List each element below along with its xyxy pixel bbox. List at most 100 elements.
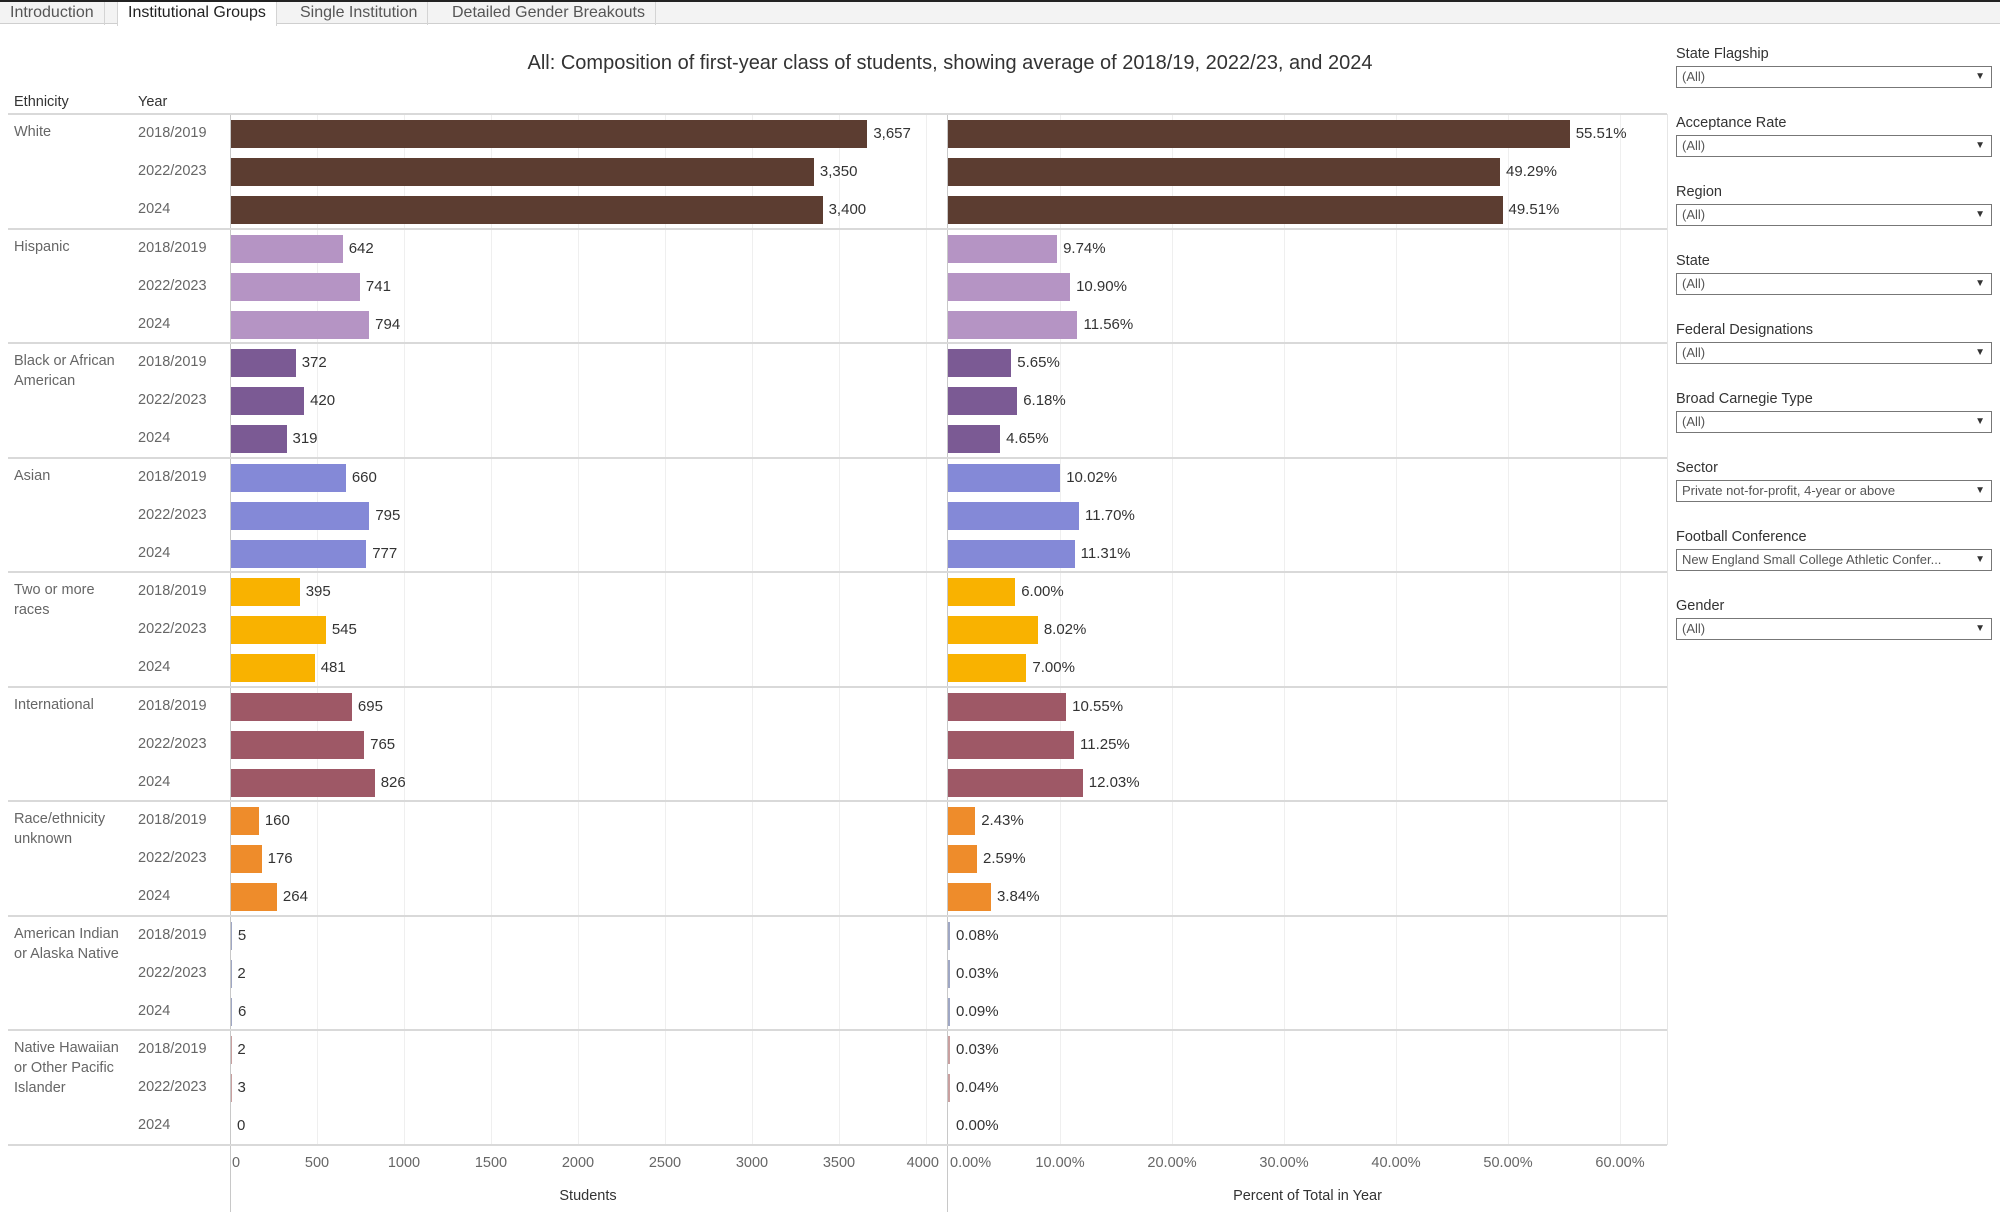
- percent-value-label: 12.03%: [1088, 773, 1140, 791]
- students-tick-label: 4000: [906, 1155, 939, 1171]
- students-bar: [231, 654, 315, 682]
- dropdown-value: (All): [1682, 621, 1706, 636]
- students-bar: [231, 921, 232, 950]
- students-value-label: 795: [375, 506, 401, 524]
- students-value-label: 3,657: [873, 125, 911, 142]
- students-value-label: 372: [301, 354, 327, 371]
- year-header: Year: [138, 94, 168, 110]
- tab-institutional-groups[interactable]: Institutional Groups: [117, 2, 277, 26]
- tab-single-institution[interactable]: Single Institution: [290, 2, 429, 25]
- year-label: 2022/2023: [138, 1079, 207, 1095]
- students-axis-line: [230, 114, 231, 1212]
- sector-dropdown[interactable]: Private not-for-profit, 4-year or above ▼: [1676, 480, 1992, 502]
- percent-bar: [948, 845, 977, 873]
- year-label: 2018/2019: [138, 812, 207, 828]
- header-divider: [8, 113, 1667, 115]
- filter-label: Acceptance Rate: [1676, 115, 1787, 131]
- percent-value-label: 0.04%: [956, 1079, 999, 1096]
- students-value-label: 319: [292, 430, 318, 447]
- filter-state: State (All) ▼: [1676, 251, 1992, 320]
- percent-value-label: 6.00%: [1021, 583, 1064, 600]
- state-dropdown[interactable]: (All) ▼: [1676, 273, 1992, 295]
- ethnicity-label: American Indian or Alaska Native: [14, 925, 119, 962]
- ethnicity-label: White: [14, 124, 52, 140]
- percent-bar: [948, 997, 950, 1026]
- percent-bar: [948, 387, 1018, 415]
- group-divider: [8, 571, 1667, 573]
- students-value-label: 420: [310, 392, 336, 409]
- ethnicity-header: Ethnicity: [14, 94, 69, 110]
- percent-value-label: 49.29%: [1506, 163, 1557, 180]
- percent-bar: [948, 654, 1027, 682]
- gridline: [1060, 114, 1061, 1145]
- percent-bar: [948, 959, 950, 988]
- percent-bar: [948, 578, 1016, 606]
- federal-designations-dropdown[interactable]: (All) ▼: [1676, 342, 1992, 364]
- year-label: 2018/2019: [138, 697, 207, 714]
- year-label: 2018/2019: [138, 354, 207, 370]
- percent-value-label: 10.90%: [1076, 277, 1127, 295]
- gridline: [1620, 114, 1621, 1145]
- students-bar: [231, 196, 823, 224]
- students-value-label: 765: [370, 735, 396, 753]
- caret-down-icon: ▼: [1975, 278, 1985, 289]
- group-divider: [8, 227, 1667, 230]
- ethnicity-label: Asian: [14, 467, 51, 484]
- percent-value-label: 0.09%: [956, 1002, 999, 1020]
- year-label: 2024: [138, 888, 171, 904]
- percent-bar: [948, 272, 1071, 301]
- acceptance-rate-dropdown[interactable]: (All) ▼: [1676, 135, 1992, 157]
- students-tick-label: 2000: [561, 1155, 595, 1171]
- year-label: 2018/2019: [138, 468, 207, 485]
- students-value-label: 826: [380, 773, 406, 791]
- percent-tick-label: 30.00%: [1259, 1155, 1309, 1171]
- group-divider: [8, 914, 1667, 917]
- percent-bar: [948, 349, 1012, 377]
- year-label: 2024: [138, 315, 171, 332]
- percent-bar: [948, 539, 1075, 568]
- dropdown-value: (All): [1682, 138, 1706, 153]
- students-bar: [231, 501, 370, 530]
- students-tick-label: 1500: [474, 1155, 508, 1171]
- year-label: 2022/2023: [138, 277, 207, 294]
- percent-bar: [948, 730, 1074, 759]
- caret-down-icon: ▼: [1975, 347, 1985, 358]
- students-value-label: 6: [238, 1002, 247, 1020]
- filter-label: Football Conference: [1676, 529, 1807, 545]
- percent-bar: [948, 807, 976, 835]
- students-value-label: 3,350: [819, 163, 858, 180]
- gridline: [404, 114, 405, 1145]
- students-bar: [231, 120, 868, 148]
- region-dropdown[interactable]: (All) ▼: [1676, 204, 1992, 226]
- students-value-label: 3,400: [828, 201, 867, 218]
- tab-introduction[interactable]: Introduction: [0, 2, 105, 25]
- students-value-label: 777: [372, 544, 398, 562]
- state-flagship-dropdown[interactable]: (All) ▼: [1676, 66, 1992, 88]
- broad-carnegie-type-dropdown[interactable]: (All) ▼: [1676, 411, 1992, 433]
- group-divider: [8, 685, 1667, 688]
- caret-down-icon: ▼: [1975, 209, 1985, 220]
- percent-bar: [948, 310, 1078, 339]
- tab-detailed-gender-breakouts[interactable]: Detailed Gender Breakouts: [442, 2, 656, 25]
- ethnicity-label: Hispanic: [14, 238, 70, 255]
- filter-label: Broad Carnegie Type: [1676, 391, 1813, 407]
- percent-value-label: 6.18%: [1023, 392, 1066, 409]
- year-label: 2018/2019: [138, 125, 207, 141]
- gridline: [1172, 114, 1173, 1145]
- year-label: 2024: [138, 1002, 171, 1019]
- year-label: 2024: [138, 1117, 171, 1133]
- ethnicity-label: Race/ethnicity unknown: [14, 811, 106, 847]
- gender-dropdown[interactable]: (All) ▼: [1676, 618, 1992, 640]
- filter-label: Federal Designations: [1676, 322, 1814, 338]
- students-bar: [231, 730, 365, 759]
- students-tick-label: 1000: [387, 1155, 421, 1171]
- students-value-label: 176: [267, 850, 293, 867]
- football-conference-dropdown[interactable]: New England Small College Athletic Confe…: [1676, 549, 1992, 571]
- percent-value-label: 0.03%: [956, 964, 999, 982]
- tab-bar: Introduction Institutional Groups Single…: [0, 0, 2000, 26]
- students-bar: [231, 578, 300, 606]
- filter-label: State: [1676, 253, 1710, 269]
- percent-value-label: 0.00%: [956, 1117, 999, 1134]
- students-value-label: 545: [331, 621, 357, 638]
- filter-label: State Flagship: [1676, 46, 1769, 62]
